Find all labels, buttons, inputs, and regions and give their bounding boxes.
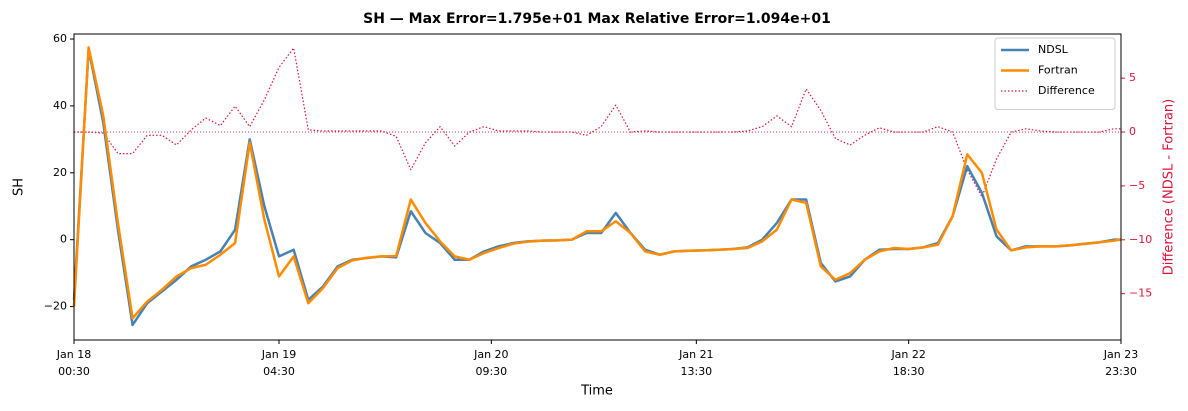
y-tick-label: 0: [60, 233, 67, 246]
legend-label: NDSL: [1038, 43, 1069, 56]
series-line: [72, 47, 1121, 327]
legend-label: Fortran: [1038, 64, 1078, 77]
chart-title: SH — Max Error=1.795e+01 Max Relative Er…: [363, 11, 831, 27]
x-tick-label: Jan 19 04:30: [261, 348, 296, 378]
y-tick-label: 40: [53, 99, 67, 112]
plot-frame: [73, 33, 1122, 341]
y-axis-label: SH: [12, 178, 27, 196]
y2-tick-label: 0: [1129, 125, 1136, 138]
legend-box: [994, 37, 1116, 110]
y2-tick-label: −15: [1129, 287, 1152, 300]
y2-tick-label: −5: [1129, 179, 1145, 192]
legend-label: Difference: [1038, 84, 1095, 97]
y2-tick-label: 5: [1129, 71, 1136, 84]
y2-tick-label: −10: [1129, 233, 1152, 246]
x-tick-label: Jan 21 13:30: [678, 348, 713, 378]
series-line: [74, 47, 1121, 198]
x-tick-label: Jan 22 18:30: [890, 348, 925, 378]
y-tick-label: −20: [44, 300, 67, 313]
x-axis-label: Time: [580, 384, 613, 399]
series-line: [72, 46, 1122, 320]
y-tick-label: 20: [53, 166, 67, 179]
y-tick-label: 60: [53, 32, 67, 45]
x-tick-label: Jan 23 23:30: [1103, 348, 1138, 378]
x-tick-label: Jan 20 09:30: [473, 348, 508, 378]
x-tick-label: Jan 18 00:30: [56, 348, 91, 378]
y2-axis-label: Difference (NDSL - Fortran): [1162, 99, 1177, 275]
